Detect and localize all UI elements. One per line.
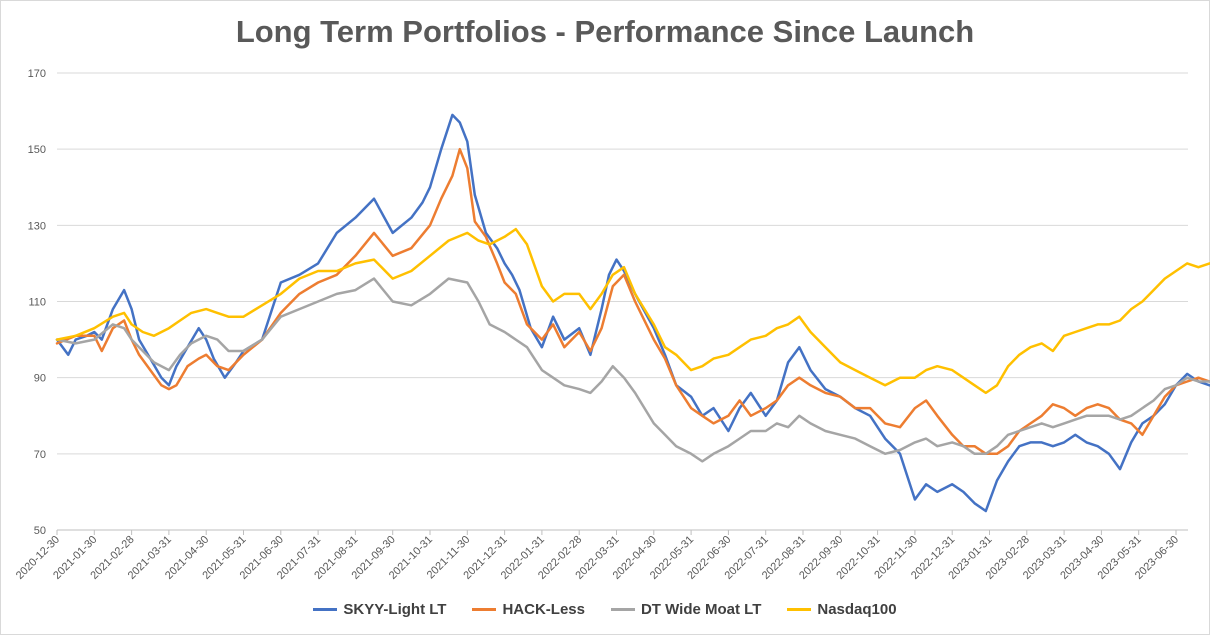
series-line-skyy-light-lt bbox=[55, 113, 1210, 513]
y-axis-ticks: 50 70 90 110 130 150 170 bbox=[28, 68, 46, 537]
legend-item: DT Wide Moat LT bbox=[610, 601, 762, 618]
x-axis: 2020-12-302021-01-302021-02-282021-03-31… bbox=[14, 529, 1188, 582]
legend-swatch bbox=[787, 608, 812, 611]
legend-item: Nasdaq100 bbox=[787, 601, 897, 618]
legend-swatch bbox=[610, 608, 635, 611]
chart-title: Long Term Portfolios - Performance Since… bbox=[235, 14, 975, 49]
legend-label: SKYY-Light LT bbox=[343, 601, 447, 618]
y-tick-label: 170 bbox=[28, 68, 46, 80]
series-line-hack-less bbox=[55, 147, 1210, 456]
y-tick-label: 130 bbox=[28, 220, 46, 232]
y-tick-label: 150 bbox=[28, 144, 46, 156]
gridlines bbox=[57, 72, 1188, 531]
legend-item: HACK-Less bbox=[472, 601, 585, 618]
series-lines bbox=[55, 113, 1210, 513]
legend-label: DT Wide Moat LT bbox=[640, 601, 762, 618]
legend-item: SKYY-Light LT bbox=[313, 601, 446, 618]
series-line-dt-wide-moat-lt bbox=[55, 277, 1210, 463]
y-tick-label: 90 bbox=[34, 373, 46, 385]
legend-label: Nasdaq100 bbox=[817, 601, 897, 618]
legend-label: HACK-Less bbox=[502, 601, 585, 618]
y-tick-label: 50 bbox=[34, 525, 46, 537]
y-tick-label: 110 bbox=[28, 297, 46, 309]
y-tick-label: 70 bbox=[34, 449, 46, 461]
legend: SKYY-Light LT HACK-Less DT Wide Moat LT Nas… bbox=[0, 601, 1210, 618]
legend-swatch bbox=[472, 608, 497, 611]
legend-swatch bbox=[313, 608, 338, 611]
series-line-nasdaq100 bbox=[55, 227, 1210, 395]
